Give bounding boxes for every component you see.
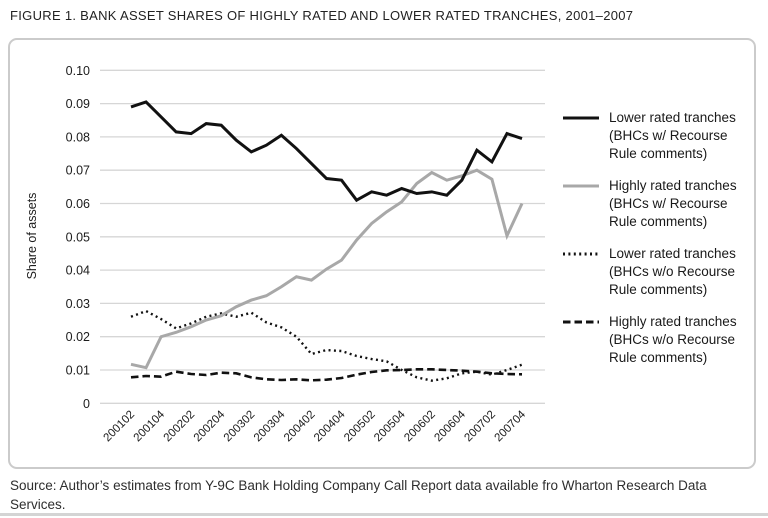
legend-line-dashed-icon (563, 320, 599, 324)
legend-line-solid-gray-icon (563, 184, 599, 188)
legend: Lower rated tranches (BHCs w/ Recourse R… (562, 109, 758, 381)
y-tick-label: 0.09 (66, 97, 90, 111)
x-tick-label: 200602 (402, 409, 438, 445)
legend-label: Lower rated tranches (BHCs w/o Recourse … (609, 245, 736, 299)
legend-label-line: Rule comments) (609, 350, 708, 365)
legend-label-line: Lower rated tranches (609, 246, 736, 261)
y-tick-label: 0.05 (66, 230, 90, 244)
y-tick-label: 0.06 (66, 197, 90, 211)
y-tick-label: 0.07 (66, 164, 90, 178)
y-tick-label: 0.08 (66, 130, 90, 144)
series-line-0 (130, 100, 523, 203)
x-tick-label: 200304 (252, 408, 288, 444)
legend-label-line: Rule comments) (609, 146, 708, 161)
bottom-divider (0, 513, 768, 516)
legend-label: Lower rated tranches (BHCs w/ Recourse R… (609, 109, 736, 163)
legend-label-line: Highly rated tranches (609, 314, 737, 329)
x-tick-label: 200102 (102, 409, 138, 445)
series-line-2 (130, 309, 523, 382)
series-line-3 (130, 368, 523, 382)
source-line: Services. (10, 496, 66, 512)
x-tick-label: 200504 (372, 408, 408, 444)
legend-label-line: Rule comments) (609, 282, 708, 297)
y-axis-title: Share of assets (25, 192, 39, 280)
x-tick-label: 200604 (432, 408, 468, 444)
x-tick-label: 200402 (282, 409, 318, 445)
y-tick-label: 0.10 (66, 64, 90, 78)
x-tick-label: 200404 (312, 408, 348, 444)
y-tick-label: 0.03 (66, 297, 90, 311)
legend-label: Highly rated tranches (BHCs w/ Recourse … (609, 177, 737, 231)
legend-item-lower-rated-with-recourse: Lower rated tranches (BHCs w/ Recourse R… (562, 109, 758, 163)
x-tick-label: 200702 (462, 409, 498, 445)
x-tick-label: 200302 (222, 409, 258, 445)
source-line: Source: Author’s estimates from Y-9C Ban… (10, 478, 707, 493)
legend-line-solid-black-icon (563, 116, 599, 120)
legend-label-line: (BHCs w/o Recourse (609, 332, 736, 347)
legend-label-line: (BHCs w/ Recourse (609, 128, 728, 143)
x-tick-label: 200104 (132, 408, 168, 444)
legend-item-lower-rated-without-recourse: Lower rated tranches (BHCs w/o Recourse … (562, 245, 758, 299)
x-tick-label: 200502 (342, 409, 378, 445)
legend-label-line: Highly rated tranches (609, 178, 737, 193)
legend-line-dotted-icon (563, 252, 599, 256)
y-tick-label: 0.04 (66, 264, 90, 278)
legend-label-line: (BHCs w/o Recourse (609, 264, 736, 279)
legend-label-line: Lower rated tranches (609, 110, 736, 125)
legend-label-line: Rule comments) (609, 214, 708, 229)
y-tick-label: 0.02 (66, 330, 90, 344)
legend-label: Highly rated tranches (BHCs w/o Recourse… (609, 313, 737, 367)
legend-item-highly-rated-with-recourse: Highly rated tranches (BHCs w/ Recourse … (562, 177, 758, 231)
chart-panel (8, 38, 756, 469)
figure-title: FIGURE 1. BANK ASSET SHARES OF HIGHLY RA… (10, 8, 634, 23)
y-tick-label: 0 (83, 397, 90, 411)
legend-label-line: (BHCs w/ Recourse (609, 196, 728, 211)
series-line-1 (130, 168, 524, 370)
y-tick-label: 0.01 (66, 364, 90, 378)
x-tick-label: 200202 (162, 409, 198, 445)
x-tick-label: 200704 (493, 408, 529, 444)
source-note: Source: Author’s estimates from Y-9C Ban… (10, 477, 762, 514)
x-tick-label: 200204 (192, 408, 228, 444)
legend-item-highly-rated-without-recourse: Highly rated tranches (BHCs w/o Recourse… (562, 313, 758, 367)
